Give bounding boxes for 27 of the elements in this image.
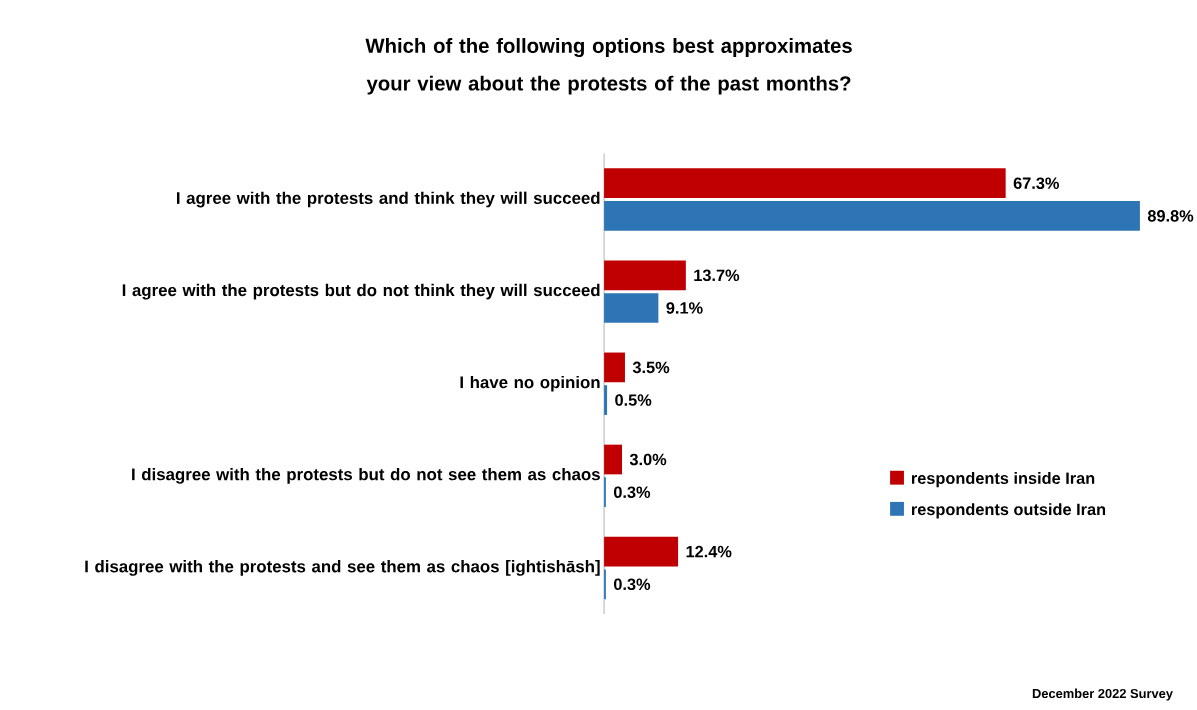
data-label: 67.3% (1013, 177, 1060, 189)
data-label: 89.8% (1147, 210, 1194, 222)
bar (604, 385, 608, 415)
text: December 2022 Survey (1032, 688, 1173, 701)
data-label: 3.0% (629, 453, 667, 466)
chart-title: Which of the following options best approximates your view about the protests of the past months? (365, 38, 852, 95)
y-tick-label: I agree with the protests but do not think they will succeed (122, 283, 600, 300)
data-label: 3.5% (632, 361, 670, 374)
bar (604, 536, 679, 567)
y-tick-label: I disagree with the protests but do not see them as chaos (132, 467, 600, 484)
data-label: 0.3% (613, 578, 651, 591)
data-label: 9.1% (666, 302, 703, 314)
legend-label: respondents inside Iran (911, 472, 1095, 488)
bar (604, 260, 686, 291)
data-label: 0.3% (613, 486, 651, 498)
data-label: 0.5% (615, 394, 652, 406)
bar (604, 201, 1140, 231)
bar (604, 444, 622, 475)
bar (604, 352, 625, 383)
y-tick-label: I agree with the protests and think they will succeed (177, 191, 600, 208)
y-tick-label: I disagree with the protests and see them as chaos [ightishāsh] (85, 560, 600, 576)
y-tick-label: I have no opinion (460, 375, 600, 392)
bar (604, 168, 1006, 199)
bar (604, 293, 659, 323)
data-label: 13.7% (694, 269, 740, 282)
data-label: 12.4% (686, 545, 732, 558)
legend-label: respondents outside Iran (911, 503, 1106, 519)
